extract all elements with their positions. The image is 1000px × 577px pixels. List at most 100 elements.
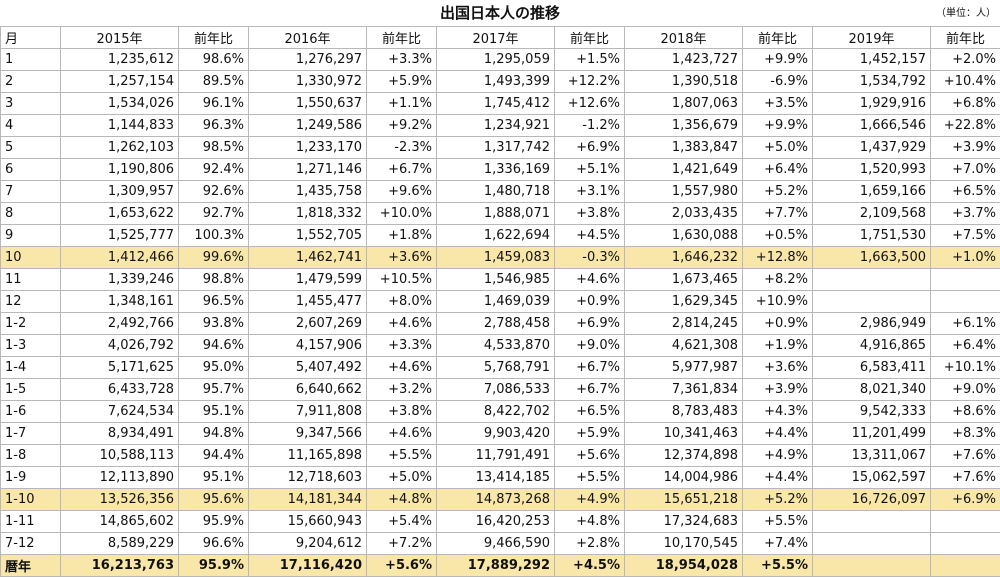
row-label-cell: 1-7 (1, 423, 61, 445)
row-label-cell: 10 (1, 247, 61, 269)
data-cell: 4,533,870 (437, 335, 555, 357)
data-cell: +3.9% (931, 137, 1000, 159)
data-cell: 1,235,612 (61, 49, 179, 71)
header-cell-2018: 2018年 (625, 27, 743, 49)
data-cell: +4.8% (367, 489, 437, 511)
data-cell: +3.6% (743, 357, 813, 379)
data-cell: +6.1% (931, 313, 1000, 335)
data-cell: +9.0% (931, 379, 1000, 401)
data-cell: 1,663,500 (813, 247, 931, 269)
data-cell: +5.9% (367, 71, 437, 93)
data-cell: 8,422,702 (437, 401, 555, 423)
header-cell-month: 月 (1, 27, 61, 49)
data-cell: 1,257,154 (61, 71, 179, 93)
data-cell: 7,624,534 (61, 401, 179, 423)
data-cell: 1,421,649 (625, 159, 743, 181)
data-cell: +12.8% (743, 247, 813, 269)
data-cell: +4.4% (743, 467, 813, 489)
data-cell: 1,557,980 (625, 181, 743, 203)
data-cell: +12.6% (555, 93, 625, 115)
data-cell: +8.6% (931, 401, 1000, 423)
row-label-cell: 1-5 (1, 379, 61, 401)
data-cell: +6.9% (555, 137, 625, 159)
data-cell: 17,889,292 (437, 555, 555, 577)
data-cell: 1,356,679 (625, 115, 743, 137)
data-cell: 1,646,232 (625, 247, 743, 269)
data-cell: 1,190,806 (61, 159, 179, 181)
data-cell: 94.4% (179, 445, 249, 467)
data-cell: +9.9% (743, 49, 813, 71)
data-cell: +2.0% (931, 49, 1000, 71)
data-cell: +1.0% (931, 247, 1000, 269)
data-cell: +6.4% (743, 159, 813, 181)
data-cell: +3.3% (367, 335, 437, 357)
data-cell: +0.9% (743, 313, 813, 335)
data-cell: 13,414,185 (437, 467, 555, 489)
data-cell: 1,234,921 (437, 115, 555, 137)
data-cell: 1,550,637 (249, 93, 367, 115)
data-cell: 1,437,929 (813, 137, 931, 159)
data-cell: 1,455,477 (249, 291, 367, 313)
data-cell: 1,233,170 (249, 137, 367, 159)
data-cell: 96.3% (179, 115, 249, 137)
header-cell-2018-ratio: 前年比 (743, 27, 813, 49)
data-cell: 1,469,039 (437, 291, 555, 313)
data-cell: 1,144,833 (61, 115, 179, 137)
data-cell: +4.5% (555, 225, 625, 247)
data-cell: 8,589,229 (61, 533, 179, 555)
row-label-cell: 1-10 (1, 489, 61, 511)
data-cell: +6.4% (931, 335, 1000, 357)
data-cell: +5.5% (555, 467, 625, 489)
header-row: 月 2015年 前年比 2016年 前年比 2017年 前年比 2018年 前年… (1, 27, 1000, 49)
data-cell: 89.5% (179, 71, 249, 93)
data-cell: 1,807,063 (625, 93, 743, 115)
data-cell: 1,653,622 (61, 203, 179, 225)
row-label-cell: 1 (1, 49, 61, 71)
data-cell: 4,157,906 (249, 335, 367, 357)
data-cell: 11,165,898 (249, 445, 367, 467)
data-cell: 9,347,566 (249, 423, 367, 445)
data-cell: +1.1% (367, 93, 437, 115)
data-cell: 16,420,253 (437, 511, 555, 533)
data-cell: +3.9% (743, 379, 813, 401)
header-cell-2017-ratio: 前年比 (555, 27, 625, 49)
data-cell: 1,546,985 (437, 269, 555, 291)
data-cell: 92.6% (179, 181, 249, 203)
data-cell: 7,911,808 (249, 401, 367, 423)
data-cell: +6.9% (931, 489, 1000, 511)
row-label-cell: 8 (1, 203, 61, 225)
row-label-cell: 2 (1, 71, 61, 93)
data-cell: 1,412,466 (61, 247, 179, 269)
data-cell: 5,768,791 (437, 357, 555, 379)
data-cell: 5,977,987 (625, 357, 743, 379)
data-cell: 10,341,463 (625, 423, 743, 445)
data-cell: 14,181,344 (249, 489, 367, 511)
data-cell: 9,466,590 (437, 533, 555, 555)
data-cell: 1,271,146 (249, 159, 367, 181)
data-cell: +5.5% (743, 555, 813, 577)
data-cell: 93.8% (179, 313, 249, 335)
data-cell: 10,588,113 (61, 445, 179, 467)
data-cell: +7.4% (743, 533, 813, 555)
data-cell: 1,534,026 (61, 93, 179, 115)
data-cell: +5.6% (555, 445, 625, 467)
data-cell: 1,622,694 (437, 225, 555, 247)
data-cell: 1,383,847 (625, 137, 743, 159)
data-cell: 18,954,028 (625, 555, 743, 577)
header-cell-2019: 2019年 (813, 27, 931, 49)
data-cell: +5.6% (367, 555, 437, 577)
data-cell: 4,916,865 (813, 335, 931, 357)
data-cell: 1,336,169 (437, 159, 555, 181)
row-label-cell: 1-11 (1, 511, 61, 533)
data-cell: 98.6% (179, 49, 249, 71)
data-cell: 1,929,916 (813, 93, 931, 115)
